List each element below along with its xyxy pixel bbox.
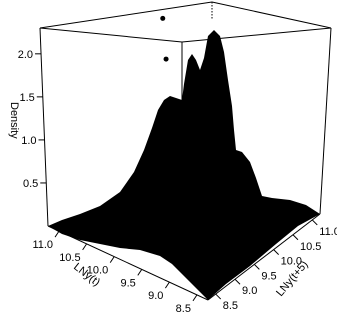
z-axis-label: Density	[8, 102, 20, 139]
z-tick-label: 0.5	[23, 178, 38, 190]
x-tick-label: 9.0	[148, 290, 163, 302]
z-axis: 0.5 1.0 1.5 2.0	[18, 49, 47, 190]
box-top-right	[181, 27, 332, 43]
box-top-back-left	[39, 27, 183, 43]
y-tick	[292, 234, 299, 241]
y-tick-label: 8.5	[223, 300, 238, 312]
y-tick-label: 10.5	[300, 241, 321, 253]
box-bottom-left	[47, 225, 209, 301]
x-tick-label: 10.0	[87, 265, 108, 277]
box-back-left-edge	[39, 27, 49, 227]
box-right-edge	[319, 27, 332, 215]
x-tick	[192, 294, 198, 302]
x-tick-label: 9.5	[120, 277, 135, 289]
y-tick-label: 9.0	[242, 285, 257, 297]
surface-peak	[163, 56, 169, 62]
surface-base	[48, 30, 320, 300]
x-tick	[164, 281, 170, 289]
x-tick-label: 10.5	[59, 252, 80, 264]
surface-peak	[160, 15, 166, 21]
y-tick	[311, 219, 318, 226]
box-bottom-right	[207, 213, 321, 301]
y-tick	[215, 293, 222, 300]
box-top-left	[39, 1, 213, 29]
x-tick	[137, 269, 143, 276]
y-tick-label: 11.0	[319, 226, 337, 238]
y-tick	[273, 249, 280, 255]
box-top-back-right	[211, 1, 332, 29]
y-tick-label: 9.5	[261, 270, 276, 282]
z-tick-label: 1.5	[19, 92, 34, 104]
y-tick	[234, 278, 241, 285]
y-axis: 8.5 9.0 9.5 10.0 10.5 11.0	[215, 219, 337, 312]
y-tick-label: 10.0	[281, 256, 302, 268]
x-tick	[54, 230, 60, 238]
x-axis: 11.0 10.5 10.0 9.5 9.0 8.5	[32, 230, 198, 315]
density-surface	[48, 15, 320, 300]
z-tick-label: 1.0	[21, 135, 36, 147]
x-tick	[82, 243, 88, 251]
x-tick-label: 8.5	[176, 303, 191, 315]
x-tick-label: 11.0	[32, 239, 53, 251]
y-tick	[253, 264, 260, 270]
x-tick	[109, 256, 115, 263]
plot-box	[39, 1, 332, 301]
z-tick-label: 2.0	[18, 49, 33, 61]
